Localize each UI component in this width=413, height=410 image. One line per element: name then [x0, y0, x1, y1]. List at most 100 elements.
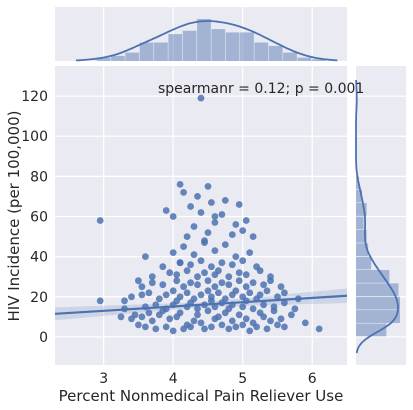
y-tick-label: 20 [30, 290, 48, 306]
scatter-point [145, 309, 153, 317]
scatter-point [204, 183, 212, 190]
scatter-point [288, 311, 295, 319]
scatter-point [148, 279, 156, 287]
scatter-point [197, 291, 205, 299]
scatter-point [218, 279, 226, 287]
top-histogram-bar [297, 57, 312, 61]
scatter-point [239, 227, 247, 235]
scatter-point [142, 253, 149, 260]
top-histogram-bar [197, 19, 211, 61]
scatter-point [246, 289, 254, 297]
x-tick-label: 5 [238, 371, 247, 387]
scatter-point [239, 321, 247, 329]
scatter-point [96, 217, 104, 224]
scatter-point [166, 269, 174, 277]
scatter-point [138, 283, 146, 291]
right-histogram-bar [356, 283, 399, 297]
x-tick-label: 3 [99, 371, 108, 387]
x-tick-label: 6 [308, 371, 317, 387]
scatter-point [190, 295, 198, 303]
scatter-point [228, 317, 236, 325]
scatter-point [155, 295, 163, 303]
scatter-point [270, 303, 278, 311]
right-histogram-bar [356, 203, 367, 216]
scatter-point [197, 209, 205, 216]
top-histogram-bar [283, 52, 297, 61]
x-tick-labels: 3 4 5 6 [99, 371, 317, 387]
scatter-point [221, 295, 229, 303]
scatter-point [183, 289, 191, 297]
scatter-point [138, 313, 146, 321]
top-histogram-bar [125, 52, 140, 61]
top-marginal-histogram [96, 19, 326, 61]
scatter-point [232, 221, 240, 228]
scatter-point [277, 283, 285, 291]
scatter-point [246, 249, 254, 256]
scatter-point [159, 281, 167, 289]
scatter-point [117, 313, 125, 321]
scatter-point [246, 327, 254, 335]
top-histogram-bar [268, 45, 283, 61]
scatter-point [194, 273, 201, 281]
scatter-point [260, 281, 267, 289]
scatter-point [183, 233, 191, 241]
scatter-point [204, 287, 212, 295]
scatter-point [204, 277, 212, 285]
scatter-point [190, 223, 198, 230]
y-tick-label: 0 [39, 330, 48, 346]
scatter-point [208, 263, 215, 271]
right-histogram-bar [356, 323, 387, 337]
scatter-point [239, 293, 247, 301]
scatter-point [239, 257, 247, 265]
scatter-point [235, 201, 243, 208]
y-tick-labels: 0 20 40 60 80 100 120 [21, 89, 48, 346]
y-tick-label: 80 [30, 169, 48, 185]
x-axis-label: Percent Nonmedical Pain Reliever Use [59, 387, 344, 405]
scatter-point [128, 293, 135, 301]
scatter-point [145, 289, 153, 297]
right-histogram-bar [356, 216, 364, 230]
scatter-point [218, 259, 226, 267]
scatter-point [315, 325, 323, 333]
scatter-point [208, 293, 215, 301]
scatter-point [208, 323, 215, 331]
top-histogram-bar [154, 42, 168, 61]
scatter-point [162, 323, 170, 331]
scatter-point [152, 325, 160, 333]
scatter-point [201, 325, 208, 333]
scatter-point [176, 293, 184, 301]
scatter-point [228, 231, 236, 239]
scatter-point [187, 261, 195, 269]
scatter-point [148, 273, 156, 281]
scatter-point [201, 269, 208, 277]
scatter-point [281, 323, 288, 331]
scatter-point [176, 181, 184, 188]
correlation-annotation: spearmanr = 0.12; p = 0.001 [158, 81, 364, 97]
top-marginal-kde [75, 20, 338, 62]
top-histogram-bar [168, 34, 183, 61]
scatter-point [180, 283, 188, 291]
right-marginal-kde [355, 79, 399, 354]
scatter-point [211, 213, 219, 220]
scatter-point [256, 291, 264, 299]
scatter-point [211, 283, 219, 291]
scatter-point [281, 299, 288, 307]
scatter-point [274, 321, 281, 329]
scatter-point [260, 313, 267, 321]
scatter-point [169, 327, 177, 335]
scatter-point [301, 319, 309, 327]
right-histogram-bar [356, 229, 367, 243]
y-tick-label: 100 [21, 129, 48, 145]
right-histogram-bar [356, 296, 400, 310]
top-histogram-bar [111, 55, 125, 61]
scatter-point [197, 319, 205, 327]
right-histogram-bar [356, 270, 390, 283]
scatter-point [169, 287, 177, 295]
scatter-point [263, 287, 271, 295]
top-histogram-bar [254, 42, 269, 61]
scatter-point [194, 305, 201, 313]
right-histogram-bar [356, 189, 363, 203]
scatter-point [208, 199, 215, 206]
scatter-point [221, 197, 229, 204]
